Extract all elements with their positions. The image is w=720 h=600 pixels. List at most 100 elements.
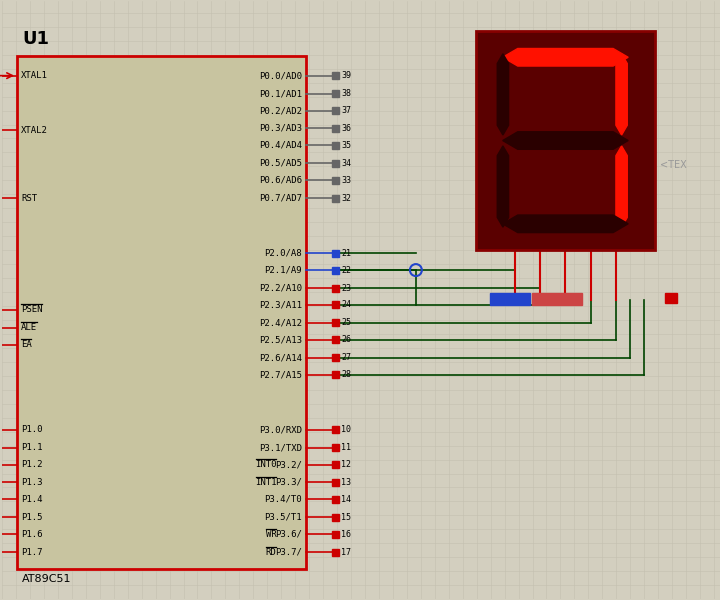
Text: RST: RST bbox=[21, 194, 37, 203]
Bar bbox=[332, 355, 339, 361]
Bar bbox=[332, 337, 339, 343]
Text: 17: 17 bbox=[341, 548, 351, 557]
Bar bbox=[531, 293, 582, 305]
Polygon shape bbox=[503, 132, 628, 149]
Text: ALE: ALE bbox=[21, 323, 37, 332]
Bar bbox=[17, 56, 306, 569]
Bar bbox=[332, 177, 339, 184]
Text: 21: 21 bbox=[341, 248, 351, 257]
Text: 37: 37 bbox=[341, 106, 351, 115]
Text: 25: 25 bbox=[341, 319, 351, 328]
Bar bbox=[332, 142, 339, 149]
Text: EA: EA bbox=[21, 340, 32, 349]
Text: P2.5/A13: P2.5/A13 bbox=[259, 335, 302, 344]
Bar bbox=[332, 479, 339, 486]
Text: P2.6/A14: P2.6/A14 bbox=[259, 353, 302, 362]
Polygon shape bbox=[616, 146, 627, 227]
Text: P0.4/AD4: P0.4/AD4 bbox=[259, 141, 302, 150]
Bar bbox=[490, 293, 529, 305]
Bar bbox=[332, 531, 339, 538]
Text: 10: 10 bbox=[341, 425, 351, 434]
Text: P3.2/: P3.2/ bbox=[275, 460, 302, 469]
Polygon shape bbox=[498, 54, 508, 135]
Text: P3.5/T1: P3.5/T1 bbox=[264, 513, 302, 522]
Text: RD: RD bbox=[266, 548, 276, 557]
Bar bbox=[332, 284, 339, 292]
Text: 11: 11 bbox=[341, 443, 351, 452]
Text: INT0: INT0 bbox=[255, 460, 276, 469]
Bar bbox=[332, 72, 339, 79]
Bar bbox=[476, 31, 655, 250]
Polygon shape bbox=[498, 146, 508, 227]
Text: 34: 34 bbox=[341, 159, 351, 168]
Text: P1.4: P1.4 bbox=[21, 495, 42, 504]
Text: P3.1/TXD: P3.1/TXD bbox=[259, 443, 302, 452]
Text: P1.6: P1.6 bbox=[21, 530, 42, 539]
Text: 24: 24 bbox=[341, 301, 351, 310]
Text: P3.0/RXD: P3.0/RXD bbox=[259, 425, 302, 434]
Bar bbox=[332, 107, 339, 114]
Text: P0.1/AD1: P0.1/AD1 bbox=[259, 89, 302, 98]
Bar bbox=[332, 496, 339, 503]
Text: P0.3/AD3: P0.3/AD3 bbox=[259, 124, 302, 133]
Text: 32: 32 bbox=[341, 194, 351, 203]
Text: XTAL1: XTAL1 bbox=[21, 71, 48, 80]
Text: <TEX: <TEX bbox=[660, 160, 687, 170]
Text: U1: U1 bbox=[22, 30, 49, 48]
Text: P2.7/A15: P2.7/A15 bbox=[259, 370, 302, 379]
Bar bbox=[332, 90, 339, 97]
Text: P1.1: P1.1 bbox=[21, 443, 42, 452]
Text: 35: 35 bbox=[341, 141, 351, 150]
Bar bbox=[332, 301, 339, 308]
Text: XTAL2: XTAL2 bbox=[21, 126, 48, 135]
Text: P3.6/: P3.6/ bbox=[275, 530, 302, 539]
Bar bbox=[332, 250, 339, 257]
Bar bbox=[332, 125, 339, 132]
Polygon shape bbox=[503, 215, 628, 233]
Bar bbox=[332, 371, 339, 378]
Bar bbox=[665, 293, 677, 303]
Text: P2.0/A8: P2.0/A8 bbox=[264, 248, 302, 257]
Bar bbox=[332, 426, 339, 433]
Text: 36: 36 bbox=[341, 124, 351, 133]
Bar bbox=[332, 444, 339, 451]
Text: P2.2/A10: P2.2/A10 bbox=[259, 284, 302, 293]
Text: 16: 16 bbox=[341, 530, 351, 539]
Text: P0.0/AD0: P0.0/AD0 bbox=[259, 71, 302, 80]
Text: WR: WR bbox=[266, 530, 276, 539]
Text: P3.7/: P3.7/ bbox=[275, 548, 302, 557]
Text: P1.0: P1.0 bbox=[21, 425, 42, 434]
Text: 14: 14 bbox=[341, 495, 351, 504]
Bar bbox=[332, 514, 339, 521]
Text: 23: 23 bbox=[341, 284, 351, 293]
Text: P1.7: P1.7 bbox=[21, 548, 42, 557]
Text: 39: 39 bbox=[341, 71, 351, 80]
Text: P3.4/T0: P3.4/T0 bbox=[264, 495, 302, 504]
Text: 38: 38 bbox=[341, 89, 351, 98]
Text: AT89C51: AT89C51 bbox=[22, 574, 71, 584]
Text: P1.5: P1.5 bbox=[21, 513, 42, 522]
Text: P2.4/A12: P2.4/A12 bbox=[259, 319, 302, 328]
Text: INT1: INT1 bbox=[255, 478, 276, 487]
Polygon shape bbox=[616, 54, 627, 135]
Text: 33: 33 bbox=[341, 176, 351, 185]
Text: 28: 28 bbox=[341, 370, 351, 379]
Text: P0.7/AD7: P0.7/AD7 bbox=[259, 194, 302, 203]
Text: P1.2: P1.2 bbox=[21, 460, 42, 469]
Text: P0.5/AD5: P0.5/AD5 bbox=[259, 159, 302, 168]
Text: P0.6/AD6: P0.6/AD6 bbox=[259, 176, 302, 185]
Text: 13: 13 bbox=[341, 478, 351, 487]
Text: P3.3/: P3.3/ bbox=[275, 478, 302, 487]
Text: P0.2/AD2: P0.2/AD2 bbox=[259, 106, 302, 115]
Bar bbox=[332, 266, 339, 274]
Text: P2.1/A9: P2.1/A9 bbox=[264, 266, 302, 275]
Text: 26: 26 bbox=[341, 335, 351, 344]
Text: 15: 15 bbox=[341, 513, 351, 522]
Text: P1.3: P1.3 bbox=[21, 478, 42, 487]
Text: 27: 27 bbox=[341, 353, 351, 362]
Bar bbox=[332, 160, 339, 167]
Text: P2.3/A11: P2.3/A11 bbox=[259, 301, 302, 310]
Bar bbox=[332, 195, 339, 202]
Bar bbox=[332, 319, 339, 326]
Text: 12: 12 bbox=[341, 460, 351, 469]
